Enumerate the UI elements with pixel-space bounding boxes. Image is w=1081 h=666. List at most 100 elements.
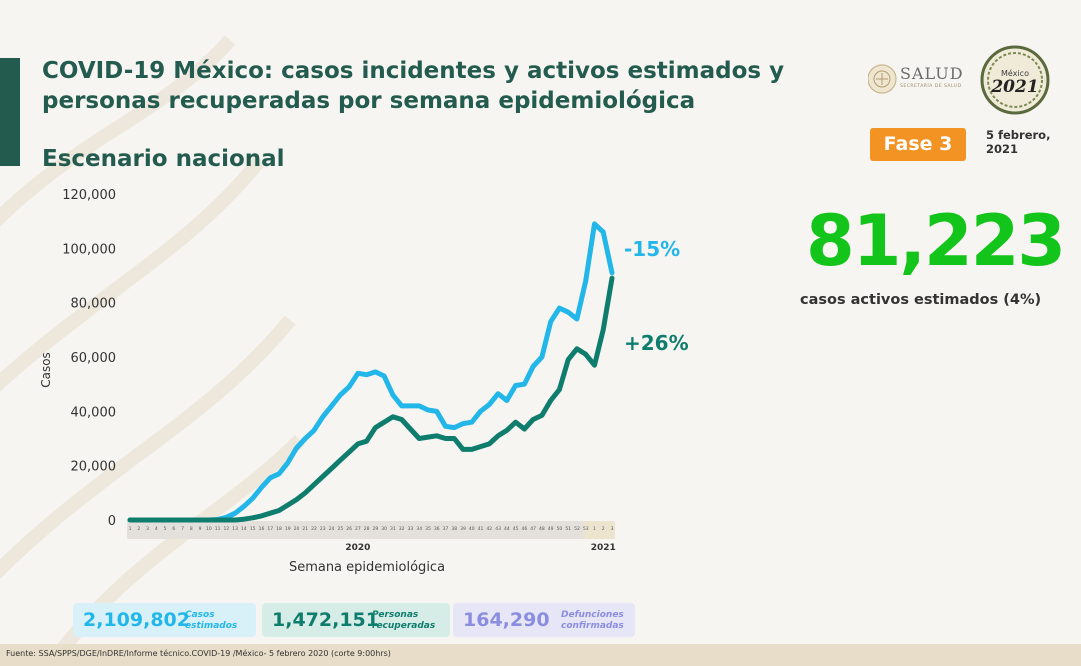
x-tick-label: 16 — [259, 526, 265, 532]
x-tick-label: 17 — [267, 526, 273, 532]
y-tick-label: 60,000 — [71, 351, 117, 366]
x-tick-label: 15 — [250, 526, 256, 532]
x-tick-label: 1 — [129, 526, 132, 532]
x-tick-label: 20 — [294, 526, 300, 532]
x-axis-title: Semana epidemiológica — [289, 560, 445, 575]
x-tick-label: 28 — [364, 526, 370, 532]
summary-box-cases: 2,109,802 Casos estimados — [73, 603, 256, 637]
salud-logo-subtext: SECRETARÍA DE SALUD — [900, 84, 962, 89]
x-tick-label: 14 — [241, 526, 247, 532]
page-title: COVID-19 México: casos incidentes y acti… — [42, 58, 785, 114]
summary-deaths-value: 164,290 — [463, 609, 550, 631]
y-tick-label: 20,000 — [71, 460, 117, 475]
x-tick-label: 40 — [469, 526, 475, 532]
x-axis-band — [127, 521, 615, 539]
x-axis-ticks: 1 2 3 4 5 6 7 8 9 10 11 12 13 14 15 16 17 18 19 20 21 22 23 24 2… — [129, 526, 616, 553]
y-axis-title: Casos — [39, 352, 53, 388]
x-tick-label: 19 — [285, 526, 291, 532]
x-tick-label: 1 — [593, 526, 596, 532]
year-label: 2020 — [345, 543, 370, 553]
x-tick-label: 25 — [337, 526, 343, 532]
x-tick-label: 51 — [565, 526, 571, 532]
x-tick-label: 10 — [206, 526, 212, 532]
accent-bar — [0, 58, 20, 166]
x-tick-label: 31 — [390, 526, 396, 532]
x-tick-label: 32 — [399, 526, 405, 532]
x-tick-label: 48 — [539, 526, 545, 532]
x-tick-label: 3 — [611, 526, 614, 532]
x-tick-label: 44 — [504, 526, 510, 532]
x-tick-label: 9 — [199, 526, 202, 532]
x-tick-label: 36 — [434, 526, 440, 532]
x-tick-label: 30 — [381, 526, 387, 532]
y-axis: 0 20,000 40,000 60,000 80,000 100,000 120,000 — [62, 188, 116, 529]
x-tick-label: 49 — [548, 526, 554, 532]
x-tick-label: 37 — [443, 526, 449, 532]
summary-cases-value: 2,109,802 — [83, 609, 190, 631]
salud-logo-text: SALUD — [900, 64, 964, 83]
summary-deaths-label: Defunciones confirmadas — [561, 610, 624, 631]
summary-box-deaths: 164,290 Defunciones confirmadas — [453, 603, 635, 637]
x-tick-label: 6 — [172, 526, 175, 532]
active-cases-value: 81,223 — [806, 200, 1066, 282]
summary-cases-label: Casos estimados — [185, 610, 238, 631]
x-tick-label: 45 — [513, 526, 519, 532]
x-axis-band-2021 — [583, 521, 615, 539]
series-change-label-2: +26% — [624, 331, 689, 355]
page-subtitle: Escenario nacional — [42, 146, 285, 172]
x-tick-label: 2 — [602, 526, 605, 532]
x-tick-label: 47 — [530, 526, 536, 532]
y-tick-label: 0 — [108, 514, 116, 529]
year-label: 2021 — [591, 543, 616, 553]
x-tick-label: 8 — [190, 526, 193, 532]
x-tick-label: 53 — [583, 526, 589, 532]
y-tick-label: 100,000 — [62, 242, 116, 257]
y-tick-label: 120,000 — [62, 188, 116, 203]
y-tick-label: 80,000 — [71, 297, 117, 312]
x-tick-label: 35 — [425, 526, 431, 532]
svg-text:México: México — [1001, 68, 1029, 78]
x-tick-label: 13 — [232, 526, 238, 532]
footer-bar: Fuente: SSA/SPPS/DGE/InDRE/Informe técni… — [0, 644, 1081, 666]
salud-logo — [868, 64, 897, 94]
x-tick-label: 18 — [276, 526, 282, 532]
x-tick-label: 52 — [574, 526, 580, 532]
x-tick-label: 23 — [320, 526, 326, 532]
x-tick-label: 26 — [346, 526, 352, 532]
x-tick-label: 7 — [181, 526, 184, 532]
series-line-2 — [127, 275, 615, 523]
x-tick-label: 39 — [460, 526, 466, 532]
series-change-label-1: -15% — [624, 237, 680, 261]
summary-box-recovered: 1,472,151 Personas recuperadas — [262, 603, 450, 637]
x-tick-label: 11 — [215, 526, 221, 532]
x-tick-label: 38 — [451, 526, 457, 532]
series-lines: -15% +26% — [127, 221, 689, 523]
x-tick-label: 3 — [146, 526, 149, 532]
report-date: 5 febrero, 2021 — [986, 128, 1051, 156]
x-tick-label: 33 — [408, 526, 414, 532]
phase-badge: Fase 3 — [870, 128, 966, 161]
svg-text:2021: 2021 — [990, 77, 1038, 97]
y-tick-label: 40,000 — [71, 405, 117, 420]
x-tick-label: 5 — [164, 526, 167, 532]
x-tick-label: 22 — [311, 526, 317, 532]
x-tick-label: 50 — [557, 526, 563, 532]
summary-recovered-label: Personas recuperadas — [372, 610, 436, 631]
x-tick-label: 34 — [416, 526, 422, 532]
x-tick-label: 29 — [373, 526, 379, 532]
x-tick-label: 27 — [355, 526, 361, 532]
summary-recovered-value: 1,472,151 — [272, 609, 379, 631]
active-cases-caption: casos activos estimados (4%) — [800, 292, 1042, 308]
x-tick-label: 42 — [486, 526, 492, 532]
x-tick-label: 21 — [302, 526, 308, 532]
x-tick-label: 4 — [155, 526, 158, 532]
x-tick-label: 2 — [137, 526, 140, 532]
x-tick-label: 43 — [495, 526, 501, 532]
series-line-1 — [127, 221, 615, 523]
footer-source: Fuente: SSA/SPPS/DGE/InDRE/Informe técni… — [6, 649, 391, 658]
x-tick-label: 46 — [521, 526, 527, 532]
x-tick-label: 41 — [478, 526, 484, 532]
cases-line-chart: 020,00040,00060,00080,000100,000120,000 … — [39, 188, 689, 575]
mexico-2021-emblem-icon: México 2021 — [980, 45, 1050, 115]
